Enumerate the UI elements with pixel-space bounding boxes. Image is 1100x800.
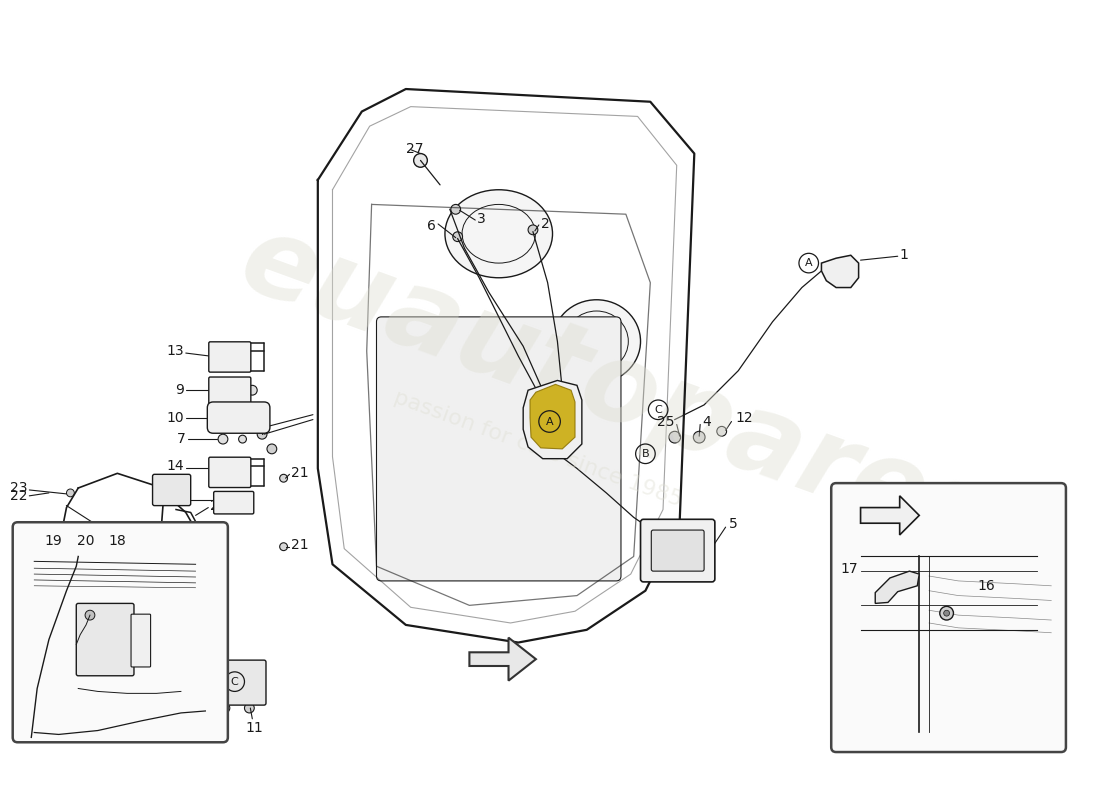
FancyBboxPatch shape	[209, 377, 251, 405]
FancyBboxPatch shape	[651, 530, 704, 571]
Text: 13: 13	[166, 344, 184, 358]
Ellipse shape	[552, 300, 640, 383]
Text: 27: 27	[406, 142, 424, 156]
Text: 26: 26	[208, 721, 226, 734]
Text: euautopares: euautopares	[227, 205, 1005, 575]
Text: 21: 21	[292, 466, 309, 480]
Polygon shape	[530, 384, 575, 449]
Text: 25: 25	[658, 414, 674, 429]
Ellipse shape	[444, 190, 552, 278]
Text: 2: 2	[541, 217, 550, 231]
Text: 7: 7	[177, 432, 186, 446]
Polygon shape	[860, 496, 920, 535]
Text: 11: 11	[245, 721, 263, 734]
Circle shape	[220, 703, 230, 713]
Polygon shape	[470, 638, 536, 681]
Text: A: A	[546, 417, 553, 426]
Text: 22: 22	[36, 667, 54, 681]
Text: 6: 6	[427, 219, 436, 233]
Text: 17: 17	[840, 562, 858, 576]
Circle shape	[944, 610, 949, 616]
FancyBboxPatch shape	[76, 603, 134, 676]
FancyBboxPatch shape	[209, 458, 251, 487]
FancyBboxPatch shape	[13, 522, 228, 742]
Text: C: C	[654, 405, 662, 414]
Circle shape	[244, 703, 254, 713]
Circle shape	[239, 435, 246, 443]
Text: 1: 1	[900, 248, 909, 262]
Text: 18: 18	[109, 534, 126, 548]
Circle shape	[279, 474, 287, 482]
FancyBboxPatch shape	[131, 614, 151, 667]
FancyBboxPatch shape	[211, 660, 266, 705]
Circle shape	[248, 386, 257, 395]
FancyBboxPatch shape	[153, 474, 190, 506]
Text: 21: 21	[292, 538, 309, 552]
Text: passion for cars since 1985: passion for cars since 1985	[390, 387, 685, 510]
Circle shape	[717, 426, 727, 436]
Polygon shape	[524, 381, 582, 458]
Text: 3: 3	[477, 212, 486, 226]
Circle shape	[257, 430, 267, 439]
FancyBboxPatch shape	[376, 317, 622, 581]
Text: 24: 24	[210, 498, 228, 513]
Circle shape	[451, 205, 461, 214]
Circle shape	[125, 576, 145, 595]
Circle shape	[267, 444, 277, 454]
Text: 20: 20	[77, 534, 95, 548]
Circle shape	[453, 232, 463, 242]
Circle shape	[279, 542, 287, 550]
Circle shape	[108, 558, 163, 613]
Circle shape	[157, 480, 165, 488]
Polygon shape	[822, 255, 859, 287]
Text: 23: 23	[10, 481, 28, 495]
Circle shape	[669, 431, 681, 443]
FancyBboxPatch shape	[640, 519, 715, 582]
Text: 14: 14	[166, 459, 184, 474]
Circle shape	[85, 610, 95, 620]
Text: 19: 19	[45, 534, 63, 548]
Text: 10: 10	[166, 410, 184, 425]
Circle shape	[66, 489, 75, 497]
Text: 15: 15	[166, 490, 184, 505]
FancyBboxPatch shape	[832, 483, 1066, 752]
Text: 5: 5	[728, 517, 737, 531]
Text: 12: 12	[736, 410, 754, 425]
Text: 8: 8	[256, 413, 265, 426]
Text: A: A	[805, 258, 813, 268]
Text: 4: 4	[702, 414, 711, 429]
FancyBboxPatch shape	[207, 402, 270, 434]
FancyBboxPatch shape	[146, 574, 195, 599]
Text: 16: 16	[978, 579, 996, 593]
Circle shape	[693, 431, 705, 443]
Text: 22: 22	[10, 489, 28, 503]
Text: B: B	[641, 449, 649, 458]
FancyBboxPatch shape	[209, 342, 251, 372]
Circle shape	[118, 568, 153, 603]
Polygon shape	[876, 571, 920, 603]
FancyBboxPatch shape	[213, 491, 254, 514]
Circle shape	[218, 434, 228, 444]
Circle shape	[939, 606, 954, 620]
Text: C: C	[231, 677, 239, 686]
Circle shape	[414, 154, 427, 167]
Circle shape	[528, 225, 538, 234]
Text: 9: 9	[175, 383, 184, 398]
